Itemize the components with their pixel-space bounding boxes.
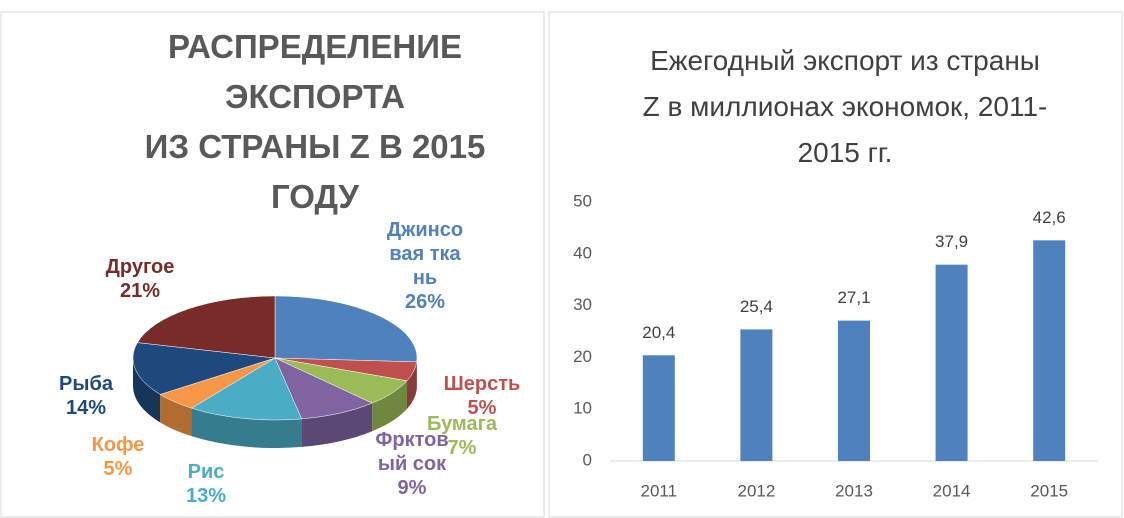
- slice-side: [133, 358, 161, 423]
- pie-title: РАСПРЕДЕЛЕНИЕ ЭКСПОРТА ИЗ СТРАНЫ Z В 201…: [144, 28, 486, 215]
- pie-label: Кофе 5%: [88, 433, 148, 481]
- bar-panel: [548, 11, 1123, 518]
- pie-label-value: 21%: [119, 280, 161, 302]
- pie-label-value: 5%: [103, 458, 133, 480]
- y-tick-label: 10: [573, 399, 592, 418]
- pie-label: Другое 21%: [90, 255, 190, 303]
- y-tick-label: 20: [573, 347, 592, 366]
- pie-label-name: Другое: [105, 256, 175, 278]
- y-tick-label: 30: [573, 295, 592, 314]
- pie-label-value: 7%: [447, 437, 477, 459]
- value-label: 27,1: [837, 288, 870, 307]
- slice-side: [407, 361, 417, 409]
- x-tick-label: 2011: [641, 481, 678, 500]
- bar-title: Ежегодный экспорт из страны Z в миллиона…: [642, 45, 1048, 168]
- y-tick-label: 50: [573, 191, 592, 210]
- pie-panel: [0, 11, 545, 518]
- x-tick-label: 2015: [1030, 481, 1068, 500]
- slice-side: [160, 394, 192, 437]
- pie-label-name: Рыба: [59, 373, 113, 395]
- pie-label: Фрктовый сок 9%: [367, 428, 457, 500]
- x-tick-label: 2013: [835, 481, 873, 500]
- pie-label-value: 9%: [397, 477, 427, 499]
- pie-label-name: Рис: [187, 461, 225, 483]
- pie-label: Бумага 7%: [417, 412, 507, 460]
- pie-label-value: 26%: [404, 291, 446, 313]
- bar: [935, 264, 968, 461]
- x-tick-label: 2014: [933, 481, 971, 500]
- slice: [190, 357, 302, 421]
- pie-label: Джинсовая ткань 26%: [385, 218, 465, 314]
- x-tick-label: 2012: [737, 481, 775, 500]
- bar: [838, 320, 870, 461]
- pie-label-value: 5%: [467, 397, 497, 419]
- value-label: 25,4: [740, 297, 773, 316]
- pie-label-value: 14%: [65, 397, 107, 419]
- pie-label: Рыба 14%: [56, 372, 116, 420]
- slice-side: [301, 403, 373, 447]
- slice-side: [191, 408, 302, 448]
- pie-label-name: Шерсть: [443, 373, 521, 395]
- slice-side: [372, 380, 408, 432]
- slice: [274, 295, 418, 363]
- slice: [132, 342, 276, 395]
- pie-label-name: Бумага: [426, 413, 498, 435]
- value-label: 20,4: [642, 323, 675, 342]
- y-tick-label: 0: [583, 450, 592, 469]
- pie-label: Рис 13%: [176, 460, 236, 508]
- value-label: 42,6: [1033, 208, 1066, 227]
- slice: [274, 357, 373, 420]
- slice: [137, 295, 276, 359]
- bar: [740, 329, 773, 461]
- value-label: 37,9: [935, 232, 968, 251]
- pie-label: Шерсть 5%: [427, 372, 537, 420]
- y-tick-label: 40: [573, 243, 592, 262]
- bar: [1033, 240, 1066, 461]
- pie-label-name: Джинсовая ткань: [386, 219, 464, 289]
- bar: [642, 355, 675, 461]
- pie-label-value: 13%: [185, 485, 227, 507]
- pie-label-name: Кофе: [91, 434, 145, 456]
- pie-label-name: Фрктовый сок: [375, 429, 449, 475]
